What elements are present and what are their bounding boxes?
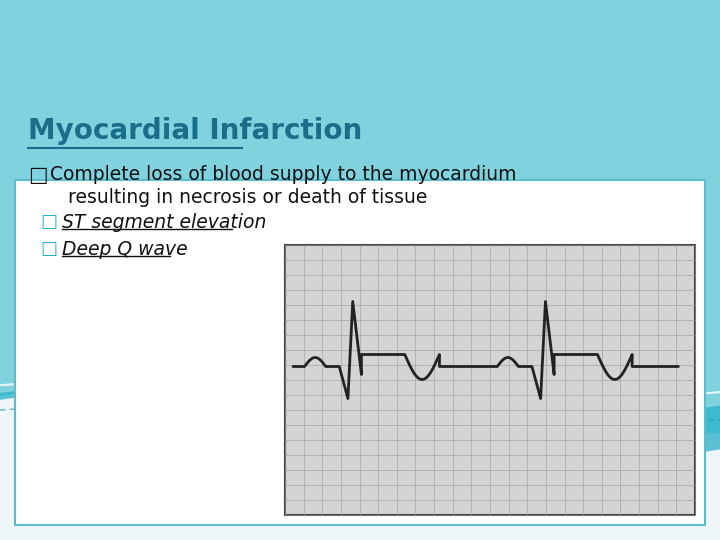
Text: resulting in necrosis or death of tissue: resulting in necrosis or death of tissue [50, 188, 428, 207]
Polygon shape [0, 0, 720, 460]
Text: ST segment elevation: ST segment elevation [62, 213, 266, 232]
Polygon shape [0, 0, 720, 434]
Text: Myocardial Infarction: Myocardial Infarction [28, 117, 362, 145]
Text: Complete loss of blood supply to the myocardium: Complete loss of blood supply to the myo… [50, 165, 516, 184]
Polygon shape [0, 0, 720, 418]
Bar [285, 245, 695, 515]
Text: □: □ [40, 213, 57, 231]
Text: □: □ [28, 165, 48, 185]
FancyBboxPatch shape [15, 180, 705, 525]
Text: □: □ [40, 240, 57, 258]
Text: Deep Q wave: Deep Q wave [62, 240, 188, 259]
